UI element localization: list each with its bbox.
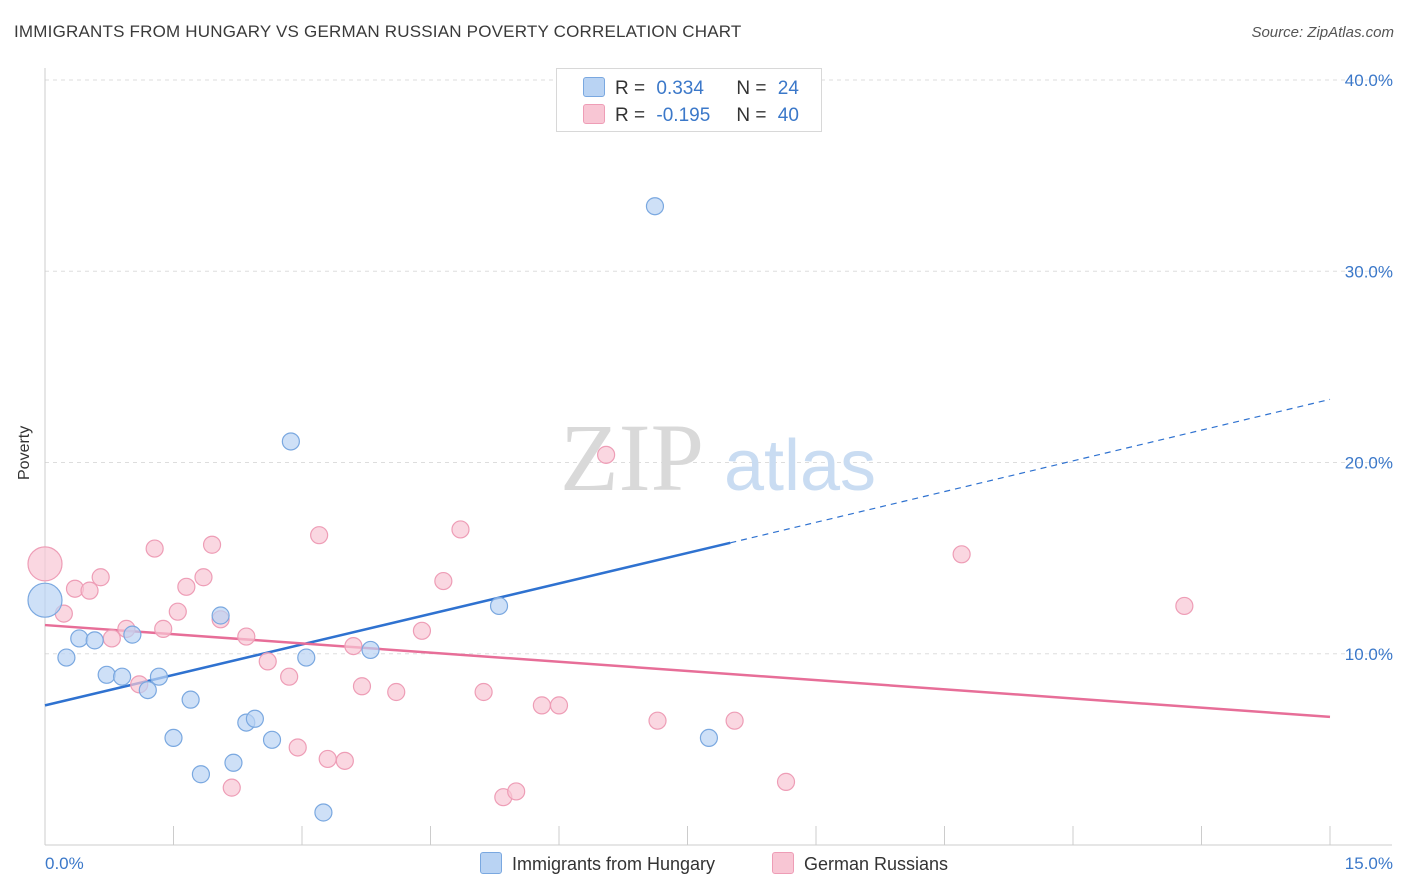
correlation-legend: R = 0.334 N = 24 R = -0.195 N = 40	[556, 68, 822, 132]
bottom-legend-german-russians: German Russians	[772, 852, 948, 875]
point-german-russians	[335, 751, 354, 770]
point-german-russians	[168, 602, 187, 621]
legend-swatch-german-russians	[583, 104, 605, 124]
bottom-legend-hungary: Immigrants from Hungary	[480, 852, 715, 875]
point-hungary	[489, 596, 509, 616]
point-hungary	[297, 648, 316, 667]
point-german-russians	[258, 652, 277, 671]
point-german-russians	[27, 546, 63, 582]
point-hungary	[224, 753, 243, 772]
legend-r-value-hungary: 0.334	[656, 78, 704, 99]
gridlines	[45, 79, 1392, 655]
bottom-legend-label-hungary: Immigrants from Hungary	[512, 854, 716, 874]
y-tick-label: 40.0%	[1345, 71, 1393, 90]
point-german-russians	[451, 520, 470, 539]
point-german-russians	[776, 772, 796, 791]
point-hungary	[149, 667, 169, 686]
legend-row-german-russians: R = -0.195 N = 40	[583, 104, 799, 128]
point-hungary	[262, 730, 282, 749]
legend-n-value-hungary: 24	[777, 78, 799, 99]
data-points	[27, 197, 1194, 822]
axes	[44, 68, 1392, 846]
point-german-russians	[222, 778, 241, 797]
point-german-russians	[387, 682, 406, 702]
legend-r-label: R =	[615, 78, 646, 99]
x-tick-label-min: 0.0%	[45, 854, 84, 873]
trend-line-hungary-extension	[730, 398, 1331, 544]
legend-n-value-german-russians: 40	[777, 105, 799, 126]
watermark: ZIP atlas	[560, 404, 876, 511]
point-hungary	[211, 606, 230, 625]
point-german-russians	[310, 526, 329, 545]
point-hungary	[314, 803, 333, 822]
point-hungary	[57, 648, 76, 667]
point-german-russians	[202, 535, 222, 554]
point-german-russians	[318, 749, 337, 769]
chart-title: IMMIGRANTS FROM HUNGARY VS GERMAN RUSSIA…	[14, 22, 742, 41]
legend-row-hungary: R = 0.334 N = 24	[583, 77, 799, 101]
trend-line-german-russians	[44, 623, 1331, 719]
point-hungary	[112, 667, 132, 686]
bottom-legend-swatch-hungary	[480, 852, 502, 874]
point-hungary	[138, 680, 157, 700]
point-german-russians	[145, 539, 164, 558]
point-german-russians	[412, 621, 432, 640]
legend-swatch-hungary	[583, 77, 605, 97]
bottom-legend-swatch-german-russians	[772, 852, 794, 874]
point-german-russians	[194, 568, 213, 587]
point-hungary	[645, 197, 665, 216]
point-german-russians	[434, 571, 453, 591]
watermark-zip: ZIP	[560, 404, 704, 511]
y-tick-label: 30.0%	[1345, 262, 1393, 281]
y-tick-label: 20.0%	[1345, 454, 1393, 473]
legend-n-label: N =	[736, 78, 767, 99]
bottom-legend-label-german-russians: German Russians	[804, 854, 949, 874]
point-german-russians	[725, 711, 744, 730]
point-german-russians	[102, 629, 121, 648]
point-german-russians	[280, 667, 299, 686]
point-german-russians	[549, 696, 569, 715]
point-hungary	[361, 640, 380, 660]
point-hungary	[191, 765, 211, 784]
point-hungary	[27, 582, 63, 618]
point-hungary	[97, 665, 116, 684]
point-german-russians	[237, 627, 256, 646]
tick-labels: 10.0% 20.0% 30.0% 40.0% 0.0% 15.0%	[45, 71, 1393, 873]
point-german-russians	[352, 677, 372, 696]
point-german-russians	[597, 445, 616, 464]
legend-n-label: N =	[736, 105, 767, 126]
point-hungary	[85, 631, 104, 650]
point-german-russians	[177, 577, 196, 596]
watermark-atlas: atlas	[724, 426, 876, 506]
point-german-russians	[154, 619, 173, 638]
point-german-russians	[474, 682, 493, 702]
source-label: Source: ZipAtlas.com	[1251, 24, 1394, 41]
point-german-russians	[91, 568, 110, 587]
point-german-russians	[80, 581, 99, 600]
x-tick-label-max: 15.0%	[1345, 854, 1393, 873]
point-hungary	[123, 625, 142, 644]
point-german-russians	[288, 738, 307, 757]
point-german-russians	[952, 545, 971, 564]
y-tick-label: 10.0%	[1345, 645, 1393, 664]
point-hungary	[70, 629, 89, 648]
point-german-russians	[344, 636, 363, 656]
point-german-russians	[1175, 596, 1194, 616]
point-hungary	[281, 432, 300, 451]
legend-r-label: R =	[615, 105, 646, 126]
point-hungary	[699, 728, 719, 748]
point-german-russians	[507, 782, 526, 801]
point-german-russians	[532, 696, 551, 715]
point-hungary	[181, 690, 200, 709]
point-hungary	[164, 728, 183, 748]
point-hungary	[245, 709, 264, 728]
point-german-russians	[648, 711, 667, 730]
legend-r-value-german-russians: -0.195	[656, 105, 711, 126]
